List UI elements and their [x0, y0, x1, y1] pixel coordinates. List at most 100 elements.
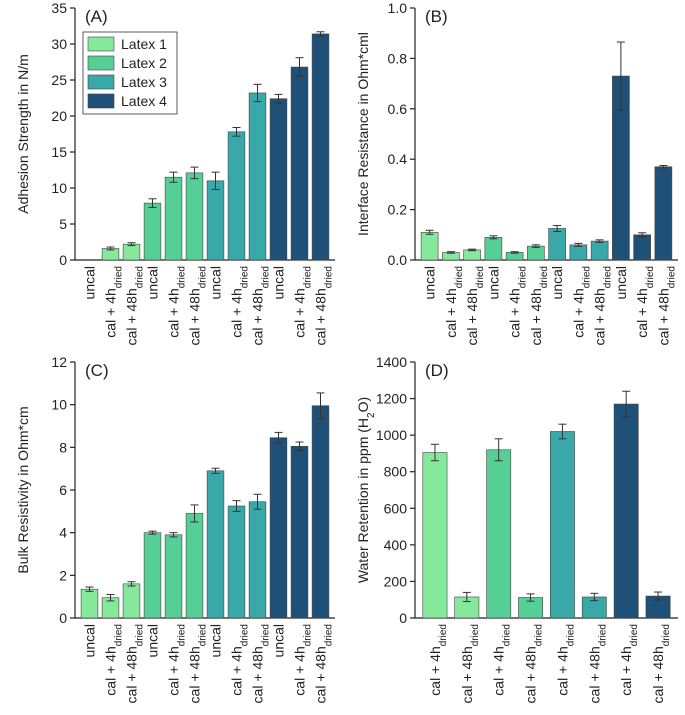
x-tick-label-text: cal + 48h [124, 288, 140, 345]
x-tick-label-subscript: dried [597, 624, 608, 646]
x-tick-label-subscript: dried [176, 624, 187, 646]
bar [227, 131, 246, 261]
x-tick-label-subscript: dried [602, 266, 613, 288]
x-tick-label-subscript: dried [239, 266, 250, 288]
x-tick-label-subscript: dried [302, 266, 313, 288]
x-tick-label-text: cal + 48h [650, 646, 666, 703]
error-bar [468, 248, 477, 252]
bar [484, 237, 503, 261]
x-tick-label-text: cal + 48h [459, 646, 475, 703]
error-bar [558, 423, 567, 440]
panel-title: (D) [425, 361, 449, 380]
x-tick-label-subscript: dried [581, 266, 592, 288]
x-tick-label-text: cal + 4h [427, 646, 443, 695]
x-tick-label: cal + 48hdried [313, 624, 335, 703]
error-bar [510, 251, 519, 254]
x-tick-label: cal + 4hdried [292, 624, 314, 696]
x-tick-label: cal + 4hdried [229, 266, 251, 338]
error-bar [253, 83, 262, 103]
bar [269, 437, 288, 619]
x-tick-label-text: cal + 4h [554, 646, 570, 695]
error-bar [616, 41, 625, 111]
x-tick-label: cal + 4hdried [443, 266, 465, 338]
x-tick-label-text: cal + 48h [187, 288, 203, 345]
legend-label: Latex 2 [121, 55, 167, 71]
x-tick-label: cal + 4hdried [491, 624, 513, 696]
y-tick-label: 1.0 [388, 0, 408, 16]
error-bar [446, 251, 455, 254]
y-tick-label: 15 [51, 144, 67, 160]
x-tick-label-text: uncal [613, 266, 629, 299]
y-tick-label: 800 [384, 464, 408, 480]
y-tick-label: 0.0 [388, 252, 408, 268]
error-bar [106, 246, 115, 251]
y-tick-label: 10 [51, 397, 67, 413]
error-bar [211, 171, 220, 190]
bar [248, 92, 267, 261]
x-tick-label: cal + 4hdried [570, 266, 592, 338]
x-tick-label: cal + 48hdried [528, 266, 550, 345]
x-tick-label-text: cal + 4h [229, 646, 245, 695]
x-tick-label: uncal [82, 624, 98, 657]
bar [164, 534, 183, 619]
x-tick-label-text: uncal [422, 266, 438, 299]
bar [548, 228, 566, 261]
x-tick-label: uncal [208, 624, 224, 657]
error-bar [654, 591, 663, 601]
bar [164, 176, 183, 261]
x-tick-label: uncal [145, 624, 161, 657]
y-tick-label: 30 [51, 36, 67, 52]
x-tick-label: cal + 4hdried [103, 266, 125, 338]
x-tick-label-subscript: dried [176, 266, 187, 288]
x-tick-label-text: cal + 48h [592, 288, 608, 345]
y-tick-label: 25 [51, 72, 67, 88]
x-tick-label-text: cal + 48h [313, 288, 329, 345]
x-tick-label-subscript: dried [533, 624, 544, 646]
y-axis-label-part: O) [355, 397, 371, 413]
y-tick-label: 8 [59, 439, 67, 455]
x-tick-label: uncal [271, 266, 287, 299]
x-tick-label: cal + 4hdried [427, 624, 449, 696]
error-bar [574, 242, 583, 247]
y-tick-label: 12 [51, 354, 67, 370]
x-tick-label-text: cal + 48h [250, 288, 266, 345]
legend-label: Latex 3 [121, 74, 167, 90]
bar [206, 180, 225, 261]
x-tick-label: cal + 4hdried [618, 624, 640, 696]
y-tick-label: 0 [399, 610, 407, 626]
panel-title: (C) [85, 361, 109, 380]
x-tick-label-subscript: dried [239, 624, 250, 646]
y-tick-label: 20 [51, 108, 67, 124]
x-tick-label-text: cal + 4h [103, 288, 119, 337]
x-tick-label-text: cal + 4h [292, 288, 308, 337]
x-tick-label: cal + 48hdried [124, 624, 146, 703]
legend-swatch [87, 74, 115, 90]
bar [463, 249, 481, 261]
bar [311, 33, 330, 261]
x-tick-label-text: uncal [82, 266, 98, 299]
x-tick-label-subscript: dried [134, 266, 145, 288]
error-bar [127, 581, 136, 587]
x-tick-label: cal + 4hdried [103, 624, 125, 696]
y-tick-label: 1000 [376, 427, 407, 443]
x-tick-label-text: uncal [208, 266, 224, 299]
x-tick-label: cal + 48hdried [187, 266, 209, 345]
y-tick-label: 0.2 [388, 202, 408, 218]
x-tick-label-subscript: dried [538, 266, 549, 288]
error-bar [295, 441, 304, 452]
error-bar [127, 242, 136, 247]
x-tick-label-subscript: dried [260, 266, 271, 288]
x-tick-label: cal + 4hdried [292, 266, 314, 338]
x-tick-label-text: cal + 48h [313, 646, 329, 703]
legend-label: Latex 1 [121, 36, 167, 52]
y-tick-label: 1200 [376, 391, 407, 407]
bar [143, 202, 162, 261]
x-tick-label: uncal [613, 266, 629, 299]
bar [420, 231, 439, 261]
x-tick-label-text: uncal [208, 624, 224, 657]
error-bar [274, 431, 283, 444]
x-tick-label-subscript: dried [197, 624, 208, 646]
x-tick-label: cal + 48hdried [313, 266, 335, 345]
error-bar [531, 244, 540, 248]
